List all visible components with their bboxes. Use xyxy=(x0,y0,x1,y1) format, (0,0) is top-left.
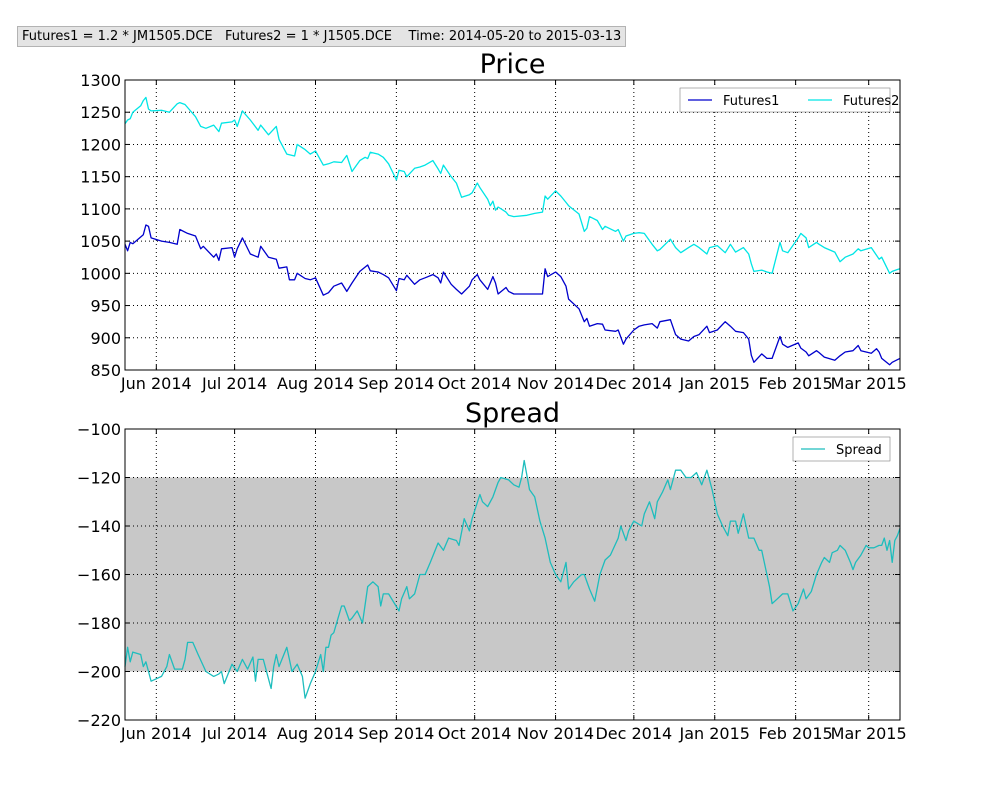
chart2-legend-label-spread: Spread xyxy=(836,443,882,458)
chart1-xtick-label: Aug 2014 xyxy=(277,374,354,393)
chart1-xtick-label: Feb 2015 xyxy=(759,374,833,393)
chart1-series-futures1-line xyxy=(124,224,901,366)
chart2-series-spread-line xyxy=(124,459,901,699)
chart1-ytick-label: 1300 xyxy=(80,71,121,90)
chart1-legend-box xyxy=(679,87,891,113)
chart2-ytick-label: −140 xyxy=(77,517,121,536)
chart1-series-futures2-line xyxy=(124,96,901,274)
chart2-xtick-label: Oct 2014 xyxy=(438,724,511,743)
chart1-legend-label-futures1: Futures1 xyxy=(723,94,779,109)
chart2-ytick-label: −180 xyxy=(77,614,121,633)
chart2-legend: Spread xyxy=(792,436,891,462)
chart2-xtick-label: Mar 2015 xyxy=(831,724,907,743)
chart1-xtick-label: Jul 2014 xyxy=(201,374,267,393)
chart1-ytick-label: 850 xyxy=(90,361,121,380)
chart2-band xyxy=(125,477,900,672)
chart2-xtick-label: Jun 2014 xyxy=(120,724,192,743)
chart2-panel: Jun 2014 Jul 2014 Aug 2014 Sep 2014 Oct 2014… xyxy=(77,398,907,743)
chart1-xtick-label: Mar 2015 xyxy=(831,374,907,393)
chart1-panel: Jun 2014 Jul 2014 Aug 2014 Sep 2014 Oct 2014… xyxy=(80,49,906,393)
chart1-ytick-label: 1100 xyxy=(80,200,121,219)
chart-info-text: Futures1 = 1.2 * JM1505.DCE Futures2 = 1… xyxy=(22,29,622,44)
chart2-ytick-label: −100 xyxy=(77,420,121,439)
chart1-xtick-label: Jan 2015 xyxy=(678,374,749,393)
chart1-ytick-label: 1250 xyxy=(80,103,121,122)
chart2-ytick-label: −120 xyxy=(77,469,121,488)
chart-info-box: Futures1 = 1.2 * JM1505.DCE Futures2 = 1… xyxy=(17,26,627,47)
chart1-legend-label-futures2: Futures2 xyxy=(843,94,899,109)
chart1-xtick-label: Sep 2014 xyxy=(358,374,434,393)
chart2-xtick-label: Nov 2014 xyxy=(517,724,594,743)
chart2-xtick-label: Dec 2014 xyxy=(595,724,672,743)
chart2-xtick-label: Feb 2015 xyxy=(759,724,833,743)
chart2-ytick-label: −220 xyxy=(77,711,121,730)
chart1-xtick-label: Jun 2014 xyxy=(120,374,192,393)
chart1-title: Price xyxy=(480,49,546,80)
chart1-frame xyxy=(124,79,901,371)
chart2-xtick-label: Jan 2015 xyxy=(678,724,749,743)
chart1-xtick-label: Oct 2014 xyxy=(438,374,511,393)
chart2-ytick-label: −160 xyxy=(77,566,121,585)
chart1-ytick-label: 1050 xyxy=(80,232,121,251)
chart1-ytick-label: 1200 xyxy=(80,135,121,154)
chart1-xtick-label: Nov 2014 xyxy=(517,374,594,393)
chart1-xtick-label: Dec 2014 xyxy=(595,374,672,393)
chart2-xtick-label: Aug 2014 xyxy=(277,724,354,743)
chart2-ytick-label: −200 xyxy=(77,663,121,682)
chart1-ytick-label: 1000 xyxy=(80,264,121,283)
chart1-legend: Futures1 Futures2 xyxy=(679,87,899,113)
chart1-ytick-label: 950 xyxy=(90,297,121,316)
chart2-xtick-label: Sep 2014 xyxy=(358,724,434,743)
chart1-ytick-label: 1150 xyxy=(80,168,121,187)
chart2-xtick-label: Jul 2014 xyxy=(201,724,267,743)
chart2-title: Spread xyxy=(465,398,560,429)
chart1-ytick-label: 900 xyxy=(90,329,121,348)
